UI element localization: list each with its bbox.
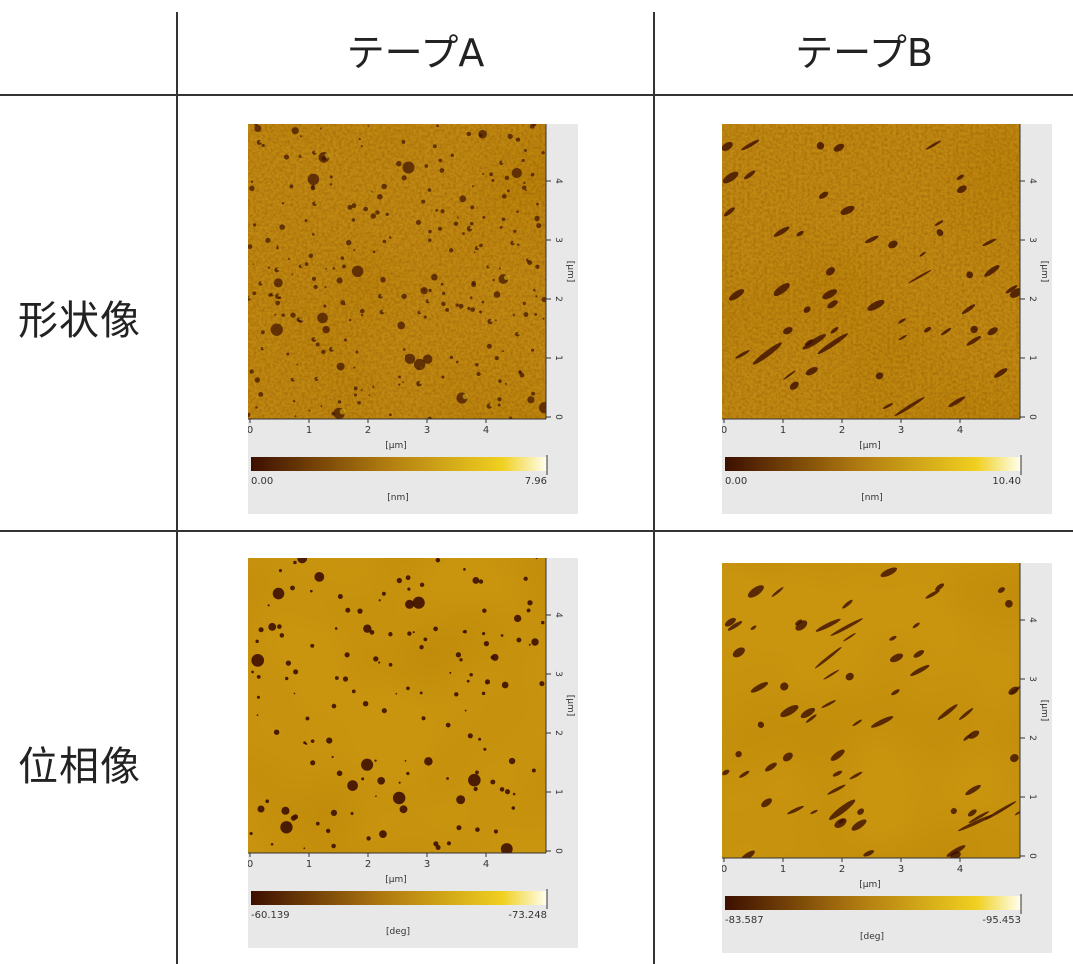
y-tick-label: 1	[1027, 355, 1037, 361]
row-header-topography: 形状像	[18, 298, 141, 344]
column-header-tape-b: テープB	[795, 31, 933, 75]
colorbar	[251, 457, 547, 471]
colorbar	[251, 891, 547, 905]
y-tick-label: 0	[553, 848, 563, 854]
x-tick-label: 1	[306, 425, 312, 436]
afm-panel-phase-a: 0 1 2 3 4 [μm] 0 1 2 3 4 [μm] -60.139 -73.248 [deg]	[248, 558, 578, 948]
y-tick-label: 4	[1027, 178, 1037, 184]
y-tick-label: 4	[553, 612, 563, 618]
x-tick-label: 0	[248, 859, 253, 870]
x-tick-label: 3	[898, 864, 904, 875]
x-tick-label: 4	[957, 425, 963, 436]
x-tick-label: 4	[483, 859, 489, 870]
y-tick-label: 3	[553, 671, 563, 677]
y-axis-unit: [μm]	[1039, 261, 1049, 283]
y-tick-label: 1	[553, 355, 563, 361]
x-axis-unit: [μm]	[385, 875, 407, 885]
y-tick-label: 4	[553, 178, 563, 184]
x-tick-label: 0	[722, 864, 727, 875]
x-tick-label: 2	[365, 425, 371, 436]
y-tick-label: 0	[1027, 414, 1037, 420]
colorbar-min-label: 0.00	[725, 476, 747, 487]
x-axis-unit: [μm]	[859, 880, 881, 890]
column-header-tape-a: テープA	[346, 31, 485, 75]
y-tick-label: 2	[553, 296, 563, 302]
y-tick-label: 2	[1027, 735, 1037, 741]
afm-panel-topography-b: 0 1 2 3 4 [μm] 0 1 2 3 4 [μm] 0.00 10.40 [nm]	[722, 124, 1052, 514]
x-tick-label: 1	[306, 859, 312, 870]
colorbar-max-label: -95.453	[982, 915, 1021, 926]
x-axis-unit: [μm]	[859, 441, 881, 451]
y-tick-label: 2	[553, 730, 563, 736]
colorbar	[725, 896, 1021, 910]
colorbar-min-label: 0.00	[251, 476, 273, 487]
x-tick-label: 3	[424, 859, 430, 870]
y-tick-label: 2	[1027, 296, 1037, 302]
y-tick-label: 1	[1027, 794, 1037, 800]
y-tick-label: 3	[1027, 237, 1037, 243]
afm-panel-phase-b: 0 1 2 3 4 [μm] 0 1 2 3 4 [μm] -83.587 -95.453 [deg]	[722, 563, 1052, 953]
y-axis-unit: [μm]	[565, 695, 575, 717]
x-tick-label: 3	[424, 425, 430, 436]
colorbar-unit: [deg]	[386, 927, 410, 937]
y-axis-unit: [μm]	[1039, 700, 1049, 722]
x-tick-label: 0	[248, 425, 253, 436]
x-tick-label: 3	[898, 425, 904, 436]
vertical-divider-middle	[653, 12, 655, 964]
x-tick-label: 1	[780, 864, 786, 875]
y-tick-label: 1	[553, 789, 563, 795]
horizontal-divider-middle	[0, 530, 1073, 532]
row-header-phase: 位相像	[18, 744, 141, 790]
vertical-divider-left	[176, 12, 178, 964]
y-tick-label: 3	[1027, 676, 1037, 682]
y-tick-label: 0	[1027, 853, 1037, 859]
colorbar-max-label: 10.40	[992, 476, 1021, 487]
colorbar-unit: [deg]	[860, 932, 884, 942]
x-tick-label: 2	[365, 859, 371, 870]
x-tick-label: 1	[780, 425, 786, 436]
x-tick-label: 4	[483, 425, 489, 436]
colorbar-max-label: 7.96	[525, 476, 547, 487]
colorbar-min-label: -60.139	[251, 910, 290, 921]
afm-image	[722, 563, 1020, 858]
afm-image	[248, 124, 546, 419]
afm-image	[248, 558, 546, 853]
colorbar-unit: [nm]	[387, 493, 409, 503]
colorbar-unit: [nm]	[861, 493, 883, 503]
x-tick-label: 4	[957, 864, 963, 875]
x-axis-unit: [μm]	[385, 441, 407, 451]
x-tick-label: 2	[839, 425, 845, 436]
colorbar-max-label: -73.248	[508, 910, 547, 921]
y-axis-unit: [μm]	[565, 261, 575, 283]
afm-panel-topography-a: 0 1 2 3 4 [μm] 0 1 2 3 4 [μm] 0.00 7.96 [nm]	[248, 124, 578, 514]
y-tick-label: 4	[1027, 617, 1037, 623]
afm-image	[722, 124, 1020, 419]
horizontal-divider-top	[0, 94, 1073, 96]
x-tick-label: 2	[839, 864, 845, 875]
y-tick-label: 3	[553, 237, 563, 243]
x-tick-label: 0	[722, 425, 727, 436]
colorbar	[725, 457, 1021, 471]
colorbar-min-label: -83.587	[725, 915, 764, 926]
y-tick-label: 0	[553, 414, 563, 420]
